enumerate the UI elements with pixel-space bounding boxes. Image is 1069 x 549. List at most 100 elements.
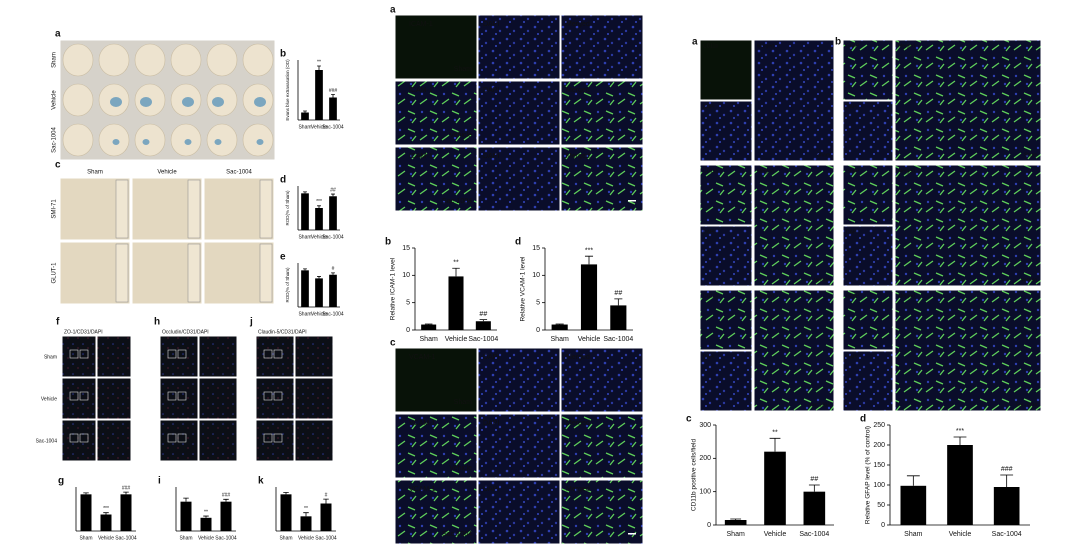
marker-label: DAPI: [846, 104, 858, 110]
image-panel: [294, 335, 334, 378]
x-tick-label: Vehicle: [445, 336, 468, 343]
marker-label: ICAM-1: [409, 87, 433, 94]
significance: ###: [1001, 466, 1013, 473]
panel-letter: d: [280, 175, 286, 186]
x-tick-label: Sac-1004: [215, 535, 237, 541]
x-tick-label: Vehicle: [949, 531, 972, 538]
image-panel: [842, 225, 894, 287]
marker-label: VCAM-1: [409, 354, 436, 361]
marker-label: DAPI: [483, 354, 499, 361]
y-axis-label: ROD(% of Sham): [285, 190, 290, 226]
roi-box: [167, 391, 177, 401]
inset: [259, 243, 273, 303]
bar: [329, 196, 337, 230]
y-tick-label: 5: [406, 300, 410, 307]
roi-box: [79, 391, 89, 401]
bar: [993, 487, 1020, 525]
x-tick-label: Vehicle: [298, 535, 314, 541]
image-panel: [255, 419, 295, 462]
scale-bar: [628, 200, 636, 202]
panel-letter: c: [686, 414, 692, 425]
inset: [115, 243, 129, 303]
roi-box: [177, 349, 187, 359]
marker-label: Merged: [757, 43, 774, 49]
bar: [421, 324, 437, 330]
error-bar: [323, 498, 329, 504]
marker-label: DAPI: [846, 354, 858, 360]
slice-panel: [59, 39, 276, 161]
y-tick-label: 15: [402, 245, 410, 252]
scale-bar: [628, 533, 636, 535]
y-tick-label: 0: [881, 522, 885, 529]
x-tick-label: Sham: [551, 336, 569, 343]
panel-letter: b: [385, 237, 391, 248]
error-bar: [103, 512, 109, 515]
brain-slice: [134, 43, 166, 77]
marker-label: Merged: [566, 21, 590, 28]
significance: ###: [329, 88, 338, 94]
image-panel: [842, 164, 894, 226]
y-tick-label: 200: [873, 442, 885, 449]
marker-label: Merged: [757, 293, 774, 299]
error-bar: [317, 276, 321, 279]
image-panel: [477, 479, 561, 545]
y-tick-label: 0: [536, 327, 540, 334]
error-bar: [123, 491, 129, 495]
error-bar: [730, 518, 742, 520]
panel-letter: b: [835, 37, 841, 48]
marker-label: DAPI: [483, 153, 499, 160]
image-panel: [96, 419, 132, 462]
bar: [475, 321, 491, 330]
image-panel: [394, 80, 478, 146]
inset: [259, 179, 273, 239]
x-tick-label: Vehicle: [311, 124, 327, 130]
row-label: Vehicle: [52, 90, 58, 110]
image-panel: [753, 39, 835, 162]
marker-label: GFAP: [846, 168, 860, 174]
bar: [448, 276, 464, 330]
image-panel: [894, 39, 1042, 162]
bar: [280, 494, 292, 531]
significance: ##: [479, 311, 487, 318]
x-tick-label: Sham: [904, 531, 922, 538]
image-panel: [894, 164, 1042, 287]
image-panel: [159, 419, 199, 462]
roi-box: [79, 349, 89, 359]
significance: **: [204, 509, 208, 515]
panel-letter: d: [515, 237, 521, 248]
error-bar: [614, 298, 623, 306]
roi-box: [177, 391, 187, 401]
error-bar: [808, 484, 820, 492]
marker-label: CD11b: [703, 293, 718, 299]
image-panel: [477, 146, 561, 212]
y-tick-label: 250: [873, 422, 885, 429]
bar: [610, 305, 627, 330]
image-panel: [255, 335, 295, 378]
stain-label: Occludin/CD31/DAPI: [162, 329, 209, 335]
dye-spot: [140, 97, 152, 107]
image-panel: [699, 350, 753, 412]
brain-slice: [242, 43, 274, 77]
image-panel: [198, 377, 238, 420]
condition-label: Sham: [817, 152, 830, 158]
x-tick-label: Sham: [298, 124, 311, 130]
x-tick-label: Sac-1004: [322, 234, 344, 240]
bar: [80, 494, 92, 531]
y-tick-label: 100: [699, 489, 711, 496]
x-tick-label: Sham: [298, 311, 311, 317]
x-tick-label: Sham: [79, 535, 92, 541]
marker-label: DAPI: [483, 420, 499, 427]
y-tick-label: 300: [699, 422, 711, 429]
image-panel: [560, 80, 644, 146]
column-header: Sham: [87, 170, 103, 176]
significance: ##: [614, 290, 622, 297]
marker-label: Merged: [566, 486, 590, 493]
error-bar: [223, 498, 229, 502]
marker-label: Merged: [566, 87, 590, 94]
marker-label: Merged: [566, 354, 590, 361]
error-bar: [769, 437, 781, 452]
marker-label: DAPI: [483, 87, 499, 94]
image-panel: [699, 225, 753, 287]
x-tick-label: Sham: [279, 535, 292, 541]
roi-box: [167, 433, 177, 443]
